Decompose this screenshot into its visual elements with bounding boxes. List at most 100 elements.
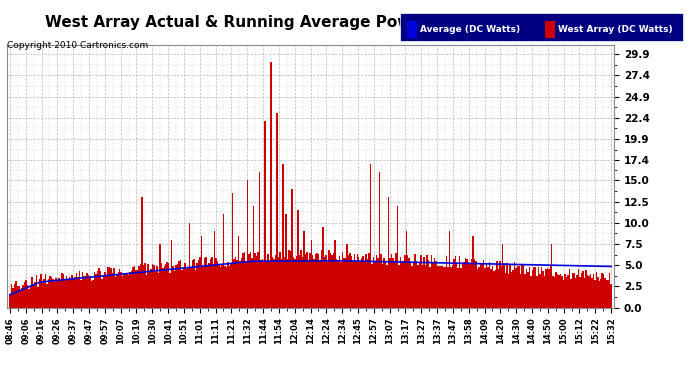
Bar: [262, 260, 263, 308]
Bar: [196, 263, 197, 308]
Bar: [348, 255, 349, 308]
Bar: [526, 269, 527, 308]
Text: West Array Actual & Running Average Power Mon Feb 8 15:55: West Array Actual & Running Average Powe…: [45, 15, 576, 30]
Bar: [248, 254, 250, 308]
Bar: [14, 284, 15, 308]
Bar: [598, 281, 600, 308]
Bar: [119, 268, 121, 308]
Bar: [346, 244, 348, 308]
Bar: [333, 254, 334, 308]
Bar: [214, 231, 215, 308]
Bar: [226, 267, 228, 308]
Bar: [426, 255, 428, 308]
Bar: [291, 189, 293, 308]
Bar: [148, 271, 150, 308]
Bar: [184, 262, 186, 308]
Bar: [242, 253, 244, 308]
Bar: [257, 252, 259, 308]
Bar: [171, 240, 172, 308]
Bar: [21, 288, 23, 308]
Bar: [353, 254, 355, 308]
Bar: [546, 268, 548, 308]
Bar: [382, 264, 383, 308]
Bar: [533, 267, 535, 308]
Bar: [312, 255, 313, 308]
Bar: [380, 254, 382, 308]
Bar: [99, 271, 101, 308]
Bar: [490, 269, 491, 308]
Bar: [91, 281, 92, 308]
Bar: [250, 252, 251, 308]
Bar: [161, 263, 162, 308]
Bar: [170, 273, 171, 308]
Bar: [455, 256, 456, 307]
Bar: [415, 254, 416, 308]
Bar: [15, 281, 17, 308]
Bar: [493, 271, 495, 308]
Bar: [230, 264, 232, 308]
Bar: [538, 267, 539, 308]
Bar: [514, 262, 515, 308]
Bar: [165, 264, 166, 308]
Bar: [153, 265, 155, 308]
Bar: [575, 278, 576, 308]
Bar: [604, 279, 606, 308]
Bar: [322, 227, 324, 308]
Bar: [63, 274, 64, 308]
Bar: [183, 268, 184, 308]
Bar: [496, 261, 497, 308]
Bar: [132, 267, 134, 308]
Bar: [595, 272, 597, 308]
Bar: [567, 275, 569, 308]
Bar: [465, 258, 466, 307]
Bar: [344, 258, 346, 308]
Bar: [523, 264, 524, 308]
Bar: [446, 256, 447, 308]
Text: Copyright 2010 Cartronics.com: Copyright 2010 Cartronics.com: [7, 41, 148, 50]
Bar: [401, 261, 402, 308]
Bar: [579, 278, 581, 308]
Bar: [585, 270, 586, 308]
Bar: [273, 260, 275, 308]
Bar: [297, 210, 299, 308]
Bar: [513, 270, 514, 308]
Bar: [50, 277, 52, 308]
Bar: [58, 278, 59, 308]
Bar: [560, 274, 562, 308]
Bar: [424, 257, 425, 307]
Bar: [328, 251, 330, 308]
Bar: [576, 276, 578, 308]
Bar: [221, 264, 223, 308]
Bar: [544, 276, 545, 308]
Bar: [251, 258, 253, 308]
Bar: [593, 274, 594, 308]
Bar: [270, 62, 272, 308]
Bar: [530, 276, 532, 308]
Bar: [495, 270, 496, 308]
Bar: [389, 258, 391, 308]
Bar: [359, 261, 361, 308]
Bar: [112, 273, 113, 308]
Bar: [72, 274, 73, 308]
Bar: [431, 255, 432, 308]
Bar: [81, 280, 82, 308]
Bar: [379, 172, 380, 308]
Bar: [27, 285, 28, 308]
Bar: [459, 256, 460, 308]
Bar: [386, 265, 388, 308]
Bar: [122, 276, 124, 308]
Bar: [609, 273, 611, 308]
Bar: [371, 264, 373, 308]
Bar: [309, 253, 310, 308]
Bar: [468, 261, 469, 308]
Bar: [422, 265, 424, 308]
Bar: [55, 278, 57, 308]
Bar: [223, 214, 224, 308]
Bar: [115, 277, 116, 308]
Bar: [236, 260, 238, 308]
Bar: [457, 268, 459, 308]
Bar: [413, 263, 415, 308]
Bar: [308, 261, 309, 308]
Bar: [140, 264, 141, 308]
Bar: [220, 267, 221, 308]
